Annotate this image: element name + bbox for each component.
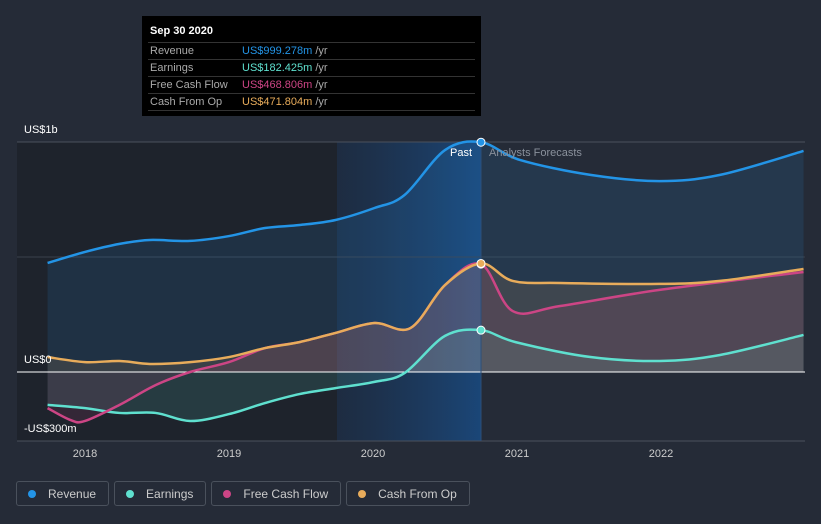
tooltip-row-revenue: Revenue US$999.278m/yr — [148, 42, 475, 59]
x-tick-label: 2018 — [72, 448, 98, 460]
tooltip-row-cfo: Cash From Op US$471.804m/yr — [148, 93, 475, 111]
legend-revenue[interactable]: Revenue — [16, 481, 110, 506]
tooltip-value: US$471.804m — [242, 96, 313, 108]
legend-free-cash-flow[interactable]: Free Cash Flow — [211, 481, 342, 506]
x-tick-label: 2021 — [504, 448, 530, 460]
tooltip-label: Free Cash Flow — [150, 79, 228, 91]
legend-cash-from-op[interactable]: Cash From Op — [346, 481, 470, 506]
x-tick-label: 2019 — [216, 448, 242, 460]
tooltip-label: Revenue — [150, 45, 195, 57]
legend-label: Revenue — [48, 486, 97, 501]
free-cash-flow-area — [47, 263, 804, 423]
revenue-line — [47, 140, 804, 265]
x-tick-label: 2022 — [648, 448, 674, 460]
tooltip-value: US$468.806m — [242, 79, 313, 91]
tooltip-value: US$999.278m — [242, 45, 313, 57]
earnings-dot-icon — [126, 489, 135, 498]
cash-from-op-area — [47, 263, 804, 372]
legend-label: Free Cash Flow — [243, 486, 329, 501]
past-label: Past — [450, 147, 473, 159]
cash-from-op-marker — [476, 258, 486, 268]
legend: Revenue Earnings Free Cash Flow Cash Fro… — [16, 481, 470, 506]
tooltip-unit: /yr — [315, 45, 328, 57]
tooltip-unit: /yr — [315, 79, 328, 91]
tooltip-row-earnings: Earnings US$182.425m/yr — [148, 59, 475, 76]
earnings-area — [47, 329, 804, 421]
tooltip-unit: /yr — [315, 62, 328, 74]
legend-label: Earnings — [146, 486, 194, 501]
y-tick-label: US$1b — [24, 124, 58, 136]
earnings-line — [47, 328, 804, 423]
tooltip-unit: /yr — [315, 96, 328, 108]
legend-earnings[interactable]: Earnings — [114, 481, 207, 506]
revenue-marker — [476, 137, 486, 147]
earnings-marker — [476, 325, 486, 335]
revenue-area — [47, 141, 804, 372]
fcf-dot-icon — [223, 489, 232, 498]
x-tick-label: 2020 — [360, 448, 386, 460]
tooltip-label: Earnings — [150, 62, 194, 74]
legend-label: Cash From Op — [378, 486, 457, 501]
revenue-dot-icon — [28, 489, 36, 498]
forecast-label: Analysts Forecasts — [489, 147, 582, 159]
tooltip-date: Sep 30 2020 — [150, 25, 213, 37]
tooltip: Sep 30 2020 Revenue US$999.278m/yr Earnin… — [142, 16, 481, 116]
y-tick-label: US$0 — [24, 354, 52, 366]
cfo-dot-icon — [358, 489, 367, 498]
cash-from-op-line — [47, 262, 804, 366]
tooltip-label: Cash From Op — [150, 96, 223, 108]
tooltip-row-fcf: Free Cash Flow US$468.806m/yr — [148, 76, 475, 93]
tooltip-value: US$182.425m — [242, 62, 313, 74]
y-tick-label: -US$300m — [24, 423, 77, 435]
